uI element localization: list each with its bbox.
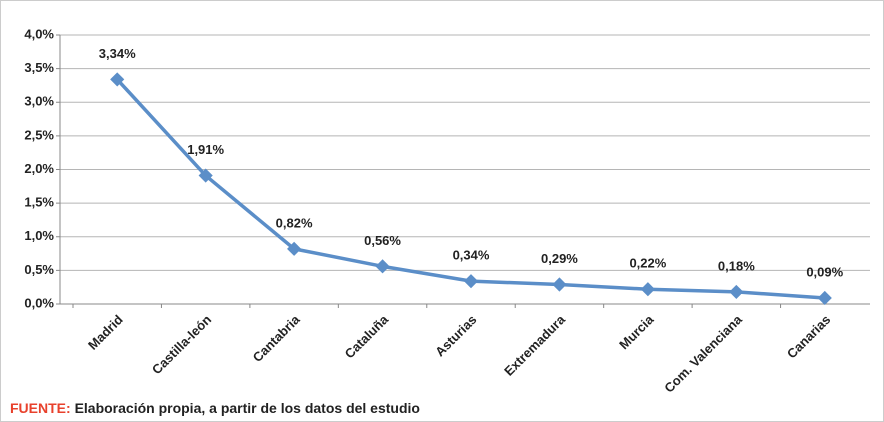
data-point — [463, 274, 479, 289]
source-label: FUENTE: — [10, 400, 71, 416]
data-label: 0,56% — [364, 233, 401, 248]
data-point — [287, 241, 302, 256]
data-label: 0,22% — [629, 256, 666, 271]
data-point — [375, 259, 390, 274]
data-point — [817, 290, 832, 306]
y-tick-label: 1,5% — [24, 195, 54, 210]
data-label: 1,91% — [187, 142, 224, 157]
data-label: 0,18% — [718, 258, 755, 273]
data-point — [552, 277, 567, 292]
data-label: 0,09% — [806, 264, 843, 279]
source-note: FUENTE: Elaboración propia, a partir de … — [10, 400, 420, 416]
source-text: Elaboración propia, a partir de los dato… — [75, 400, 420, 416]
data-label: 3,34% — [99, 46, 136, 61]
data-point — [198, 168, 213, 183]
data-point — [729, 284, 744, 299]
y-tick-label: 0,5% — [24, 262, 54, 277]
y-tick-label: 2,5% — [24, 127, 54, 142]
y-tick-label: 1,0% — [24, 228, 54, 243]
data-point — [640, 282, 655, 297]
data-label: 0,34% — [453, 248, 490, 263]
y-tick-label: 2,0% — [24, 161, 54, 176]
data-label: 0,82% — [276, 215, 313, 230]
y-tick-label: 4,0% — [24, 26, 54, 41]
data-label: 0,29% — [541, 251, 578, 266]
y-tick-label: 3,5% — [24, 60, 54, 75]
y-tick-label: 3,0% — [24, 94, 54, 109]
y-tick-label: 0,0% — [24, 295, 54, 310]
